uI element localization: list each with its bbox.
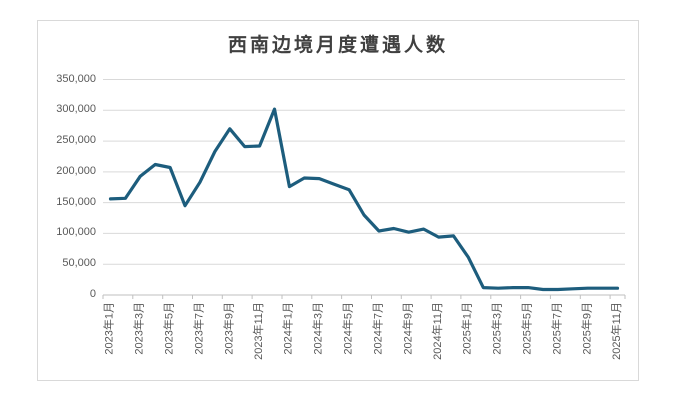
y-tick-label: 350,000 (56, 72, 96, 85)
y-tick-label: 300,000 (56, 103, 96, 116)
y-tick-label: 150,000 (56, 195, 96, 208)
y-tick-label: 250,000 (56, 134, 96, 147)
y-tick-label: 100,000 (56, 226, 96, 239)
encounters-line (108, 107, 620, 292)
y-tick-label: 200,000 (56, 164, 96, 177)
plot-area (102, 79, 626, 299)
y-tick-label: 50,000 (62, 257, 96, 270)
y-tick-label: 0 (89, 288, 96, 300)
chart-card: 西南边境月度遭遇人数 0 50,000 100,000 150,000 200,000 2… (37, 20, 639, 381)
chart-title: 西南边境月度遭遇人数 (227, 34, 448, 56)
